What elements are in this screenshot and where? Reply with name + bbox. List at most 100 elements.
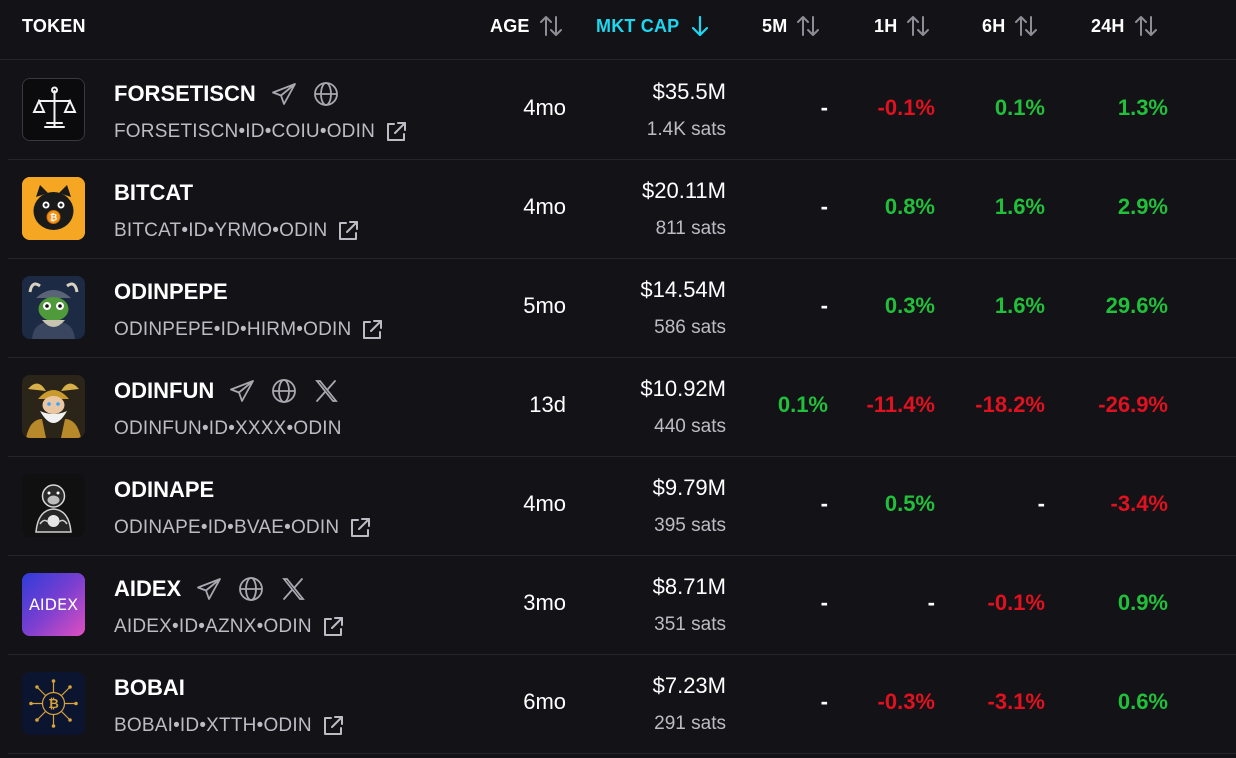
sort-both-icon[interactable] — [905, 13, 931, 39]
change-5m: - — [820, 194, 828, 219]
header-mktcap[interactable]: MKT CAP — [596, 0, 713, 52]
market-cap: $8.71M — [652, 574, 726, 599]
token-age: 4mo — [523, 95, 566, 120]
external-link-icon[interactable] — [359, 317, 385, 343]
external-link-icon[interactable] — [347, 515, 373, 541]
external-link-icon[interactable] — [320, 614, 346, 640]
bitcoin-circuit-icon: ₿ — [22, 672, 85, 735]
token-logo-bitcat[interactable]: ₿ — [22, 177, 85, 240]
token-id: BOBAI•ID•XTTH•ODIN — [114, 715, 312, 736]
change-1h: -0.3% — [877, 689, 935, 714]
change-24h: 0.9% — [1117, 590, 1168, 615]
token-name[interactable]: ODINAPE — [114, 477, 215, 502]
token-age: 13d — [529, 392, 566, 417]
header-token: TOKEN — [22, 15, 86, 36]
sort-both-icon[interactable] — [1013, 13, 1039, 39]
header-24h[interactable]: 24H — [1091, 0, 1159, 52]
table-row[interactable]: ₿ BITCAT BITCAT•ID•YRMO•ODIN 4mo $20.11M… — [8, 160, 1236, 259]
change-24h: 2.9% — [1117, 194, 1168, 219]
market-cap: $20.11M — [642, 178, 726, 203]
sort-both-icon[interactable] — [538, 13, 564, 39]
header-5m[interactable]: 5M — [762, 0, 821, 52]
change-24h: 1.3% — [1117, 95, 1168, 120]
market-cap: $9.79M — [652, 475, 726, 500]
change-24h: -26.9% — [1098, 392, 1168, 417]
sort-down-icon[interactable] — [687, 13, 713, 39]
table-row[interactable]: FORSETISCN FORSETISCN•ID•COIU•ODIN 4mo $… — [8, 61, 1236, 160]
table-row[interactable]: ODINPEPE ODINPEPE•ID•HIRM•ODIN 5mo $14.5… — [8, 259, 1236, 358]
market-cap: $10.92M — [640, 376, 726, 401]
change-6h: -18.2% — [975, 392, 1045, 417]
change-5m: - — [820, 491, 828, 516]
market-cap: $7.23M — [652, 673, 726, 698]
change-6h: 1.6% — [994, 194, 1045, 219]
change-5m: 0.1% — [777, 392, 828, 417]
change-5m: - — [820, 293, 828, 318]
svg-text:₿: ₿ — [50, 213, 57, 224]
ape-icon — [22, 474, 85, 537]
price-sats: 291 sats — [654, 713, 726, 734]
external-link-icon[interactable] — [383, 119, 409, 145]
price-sats: 1.4K sats — [646, 119, 726, 140]
table-row[interactable]: ODINAPE ODINAPE•ID•BVAE•ODIN 4mo $9.79M … — [8, 457, 1236, 556]
header-6h[interactable]: 6H — [982, 0, 1039, 52]
scales-of-justice-icon — [23, 79, 84, 140]
telegram-icon[interactable] — [228, 377, 256, 405]
token-id: AIDEX•ID•AZNX•ODIN — [114, 616, 312, 637]
telegram-icon[interactable] — [195, 575, 223, 603]
sort-both-icon[interactable] — [795, 13, 821, 39]
sort-both-icon[interactable] — [1133, 13, 1159, 39]
market-cap: $14.54M — [640, 277, 726, 302]
token-logo-aidex[interactable]: AIDEX — [22, 573, 85, 636]
globe-icon[interactable] — [270, 377, 298, 405]
external-link-icon[interactable] — [320, 713, 346, 739]
token-age: 4mo — [523, 194, 566, 219]
token-name[interactable]: AIDEX — [114, 576, 182, 601]
table-row[interactable]: ODINFUN ODINFUN•ID•XXXX•ODIN 13d $10.92M… — [8, 358, 1236, 457]
odin-god-icon — [22, 375, 85, 438]
globe-icon[interactable] — [237, 575, 265, 603]
token-logo-odinape[interactable] — [22, 474, 85, 537]
header-age[interactable]: AGE — [490, 0, 564, 52]
token-logo-odinfun[interactable] — [22, 375, 85, 438]
token-logo-forsetiscn[interactable] — [22, 78, 85, 141]
token-name[interactable]: FORSETISCN — [114, 81, 256, 106]
token-age: 6mo — [523, 689, 566, 714]
change-6h: 0.1% — [994, 95, 1045, 120]
token-logo-bobai[interactable]: ₿ — [22, 672, 85, 735]
change-5m: - — [820, 95, 828, 120]
x-icon[interactable] — [279, 575, 307, 603]
external-link-icon[interactable] — [335, 218, 361, 244]
price-sats: 586 sats — [654, 317, 726, 338]
change-5m: - — [820, 590, 828, 615]
token-name[interactable]: BITCAT — [114, 180, 194, 205]
table-row[interactable]: AIDEX AIDEX AIDEX•ID•AZNX•ODIN 3mo $8.71… — [8, 556, 1236, 655]
price-sats: 395 sats — [654, 515, 726, 536]
header-1h[interactable]: 1H — [874, 0, 931, 52]
viking-pepe-icon — [22, 276, 85, 339]
globe-icon[interactable] — [312, 80, 340, 108]
token-id: BITCAT•ID•YRMO•ODIN — [114, 220, 328, 241]
token-name[interactable]: BOBAI — [114, 675, 185, 700]
change-1h: 0.3% — [884, 293, 935, 318]
change-6h: -0.1% — [987, 590, 1045, 615]
telegram-icon[interactable] — [270, 80, 298, 108]
x-icon[interactable] — [312, 377, 340, 405]
price-sats: 440 sats — [654, 416, 726, 437]
svg-text:₿: ₿ — [48, 697, 59, 712]
market-cap: $35.5M — [652, 79, 726, 104]
token-id: ODINFUN•ID•XXXX•ODIN — [114, 418, 342, 439]
token-name[interactable]: ODINFUN — [114, 378, 215, 403]
change-24h: -3.4% — [1110, 491, 1168, 516]
change-5m: - — [820, 689, 828, 714]
change-6h: - — [1037, 491, 1045, 516]
token-name[interactable]: ODINPEPE — [114, 279, 228, 304]
change-1h: -0.1% — [877, 95, 935, 120]
aidex-logo-icon: AIDEX — [22, 573, 85, 636]
change-1h: - — [927, 590, 935, 615]
token-age: 3mo — [523, 590, 566, 615]
token-age: 4mo — [523, 491, 566, 516]
token-logo-odinpepe[interactable] — [22, 276, 85, 339]
table-row[interactable]: ₿ BOBAI BOBAI•ID•XTTH•ODIN 6mo $7.23M 29… — [8, 655, 1236, 754]
